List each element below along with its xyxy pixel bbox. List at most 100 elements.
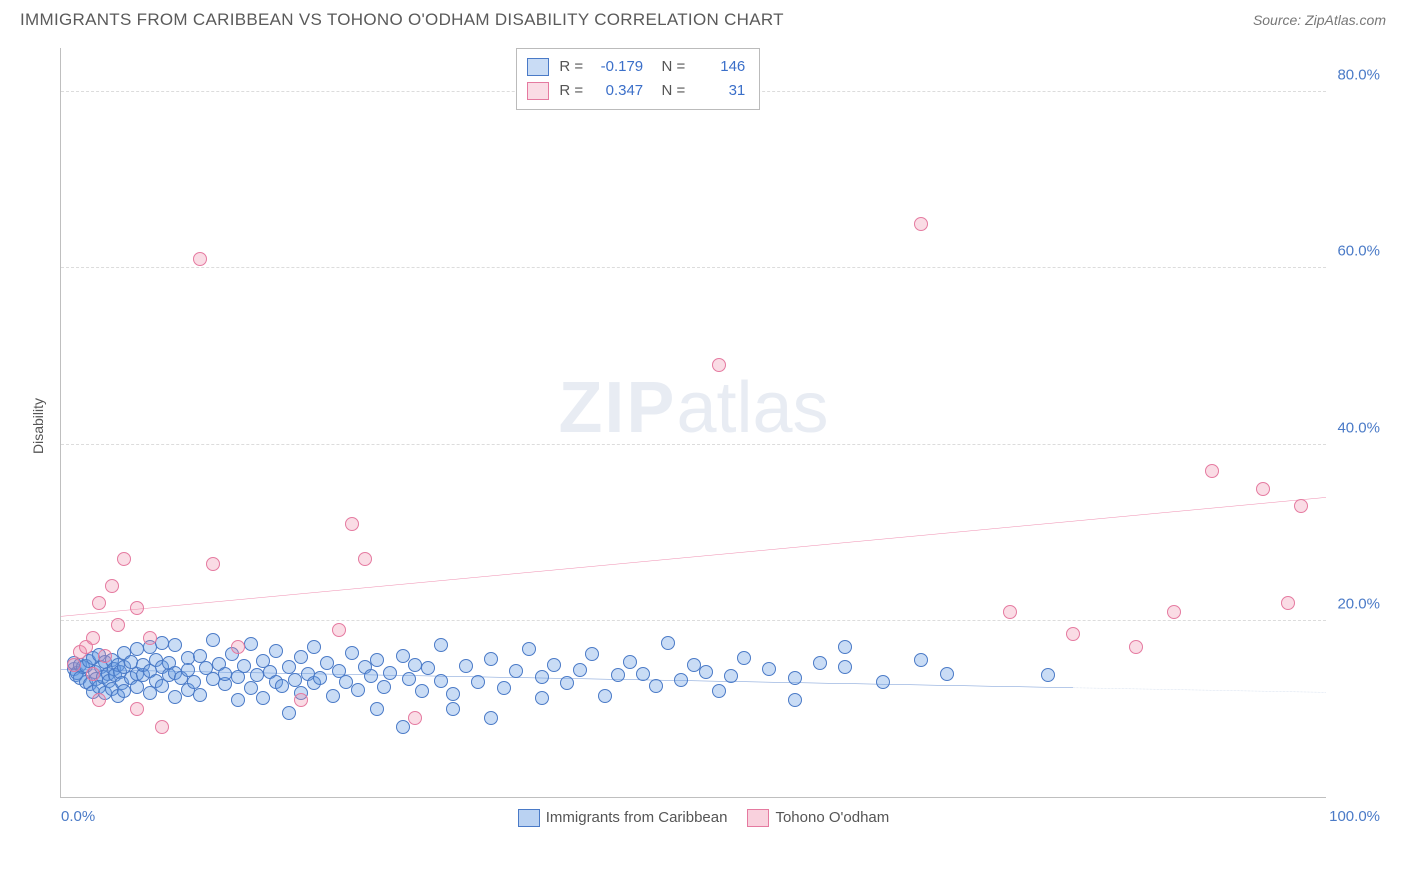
- data-point: [231, 640, 245, 654]
- trend-line: [61, 497, 1326, 616]
- data-point: [535, 691, 549, 705]
- legend-stat-row: R = 0.347 N = 31: [527, 79, 745, 103]
- data-point: [712, 684, 726, 698]
- data-point: [762, 662, 776, 676]
- data-point: [434, 638, 448, 652]
- data-point: [244, 637, 258, 651]
- data-point: [535, 670, 549, 684]
- y-tick-label: 60.0%: [1337, 243, 1380, 260]
- data-point: [358, 552, 372, 566]
- data-point: [143, 631, 157, 645]
- data-point: [876, 675, 890, 689]
- data-point: [155, 720, 169, 734]
- data-point: [98, 649, 112, 663]
- data-point: [67, 658, 81, 672]
- data-point: [92, 693, 106, 707]
- data-point: [813, 656, 827, 670]
- n-label: N =: [653, 55, 685, 79]
- data-point: [370, 702, 384, 716]
- data-point: [1066, 627, 1080, 641]
- data-point: [244, 681, 258, 695]
- data-point: [547, 658, 561, 672]
- data-point: [294, 650, 308, 664]
- x-tick-label: 100.0%: [1329, 808, 1380, 825]
- data-point: [345, 517, 359, 531]
- data-point: [231, 693, 245, 707]
- data-point: [402, 672, 416, 686]
- data-point: [256, 691, 270, 705]
- data-point: [206, 633, 220, 647]
- data-point: [105, 579, 119, 593]
- legend-label: Tohono O'odham: [775, 809, 889, 826]
- data-point: [313, 671, 327, 685]
- trend-line-extrapolated: [1073, 688, 1326, 693]
- data-point: [206, 557, 220, 571]
- data-point: [383, 666, 397, 680]
- legend-label: Immigrants from Caribbean: [546, 809, 728, 826]
- n-value: 146: [695, 55, 745, 79]
- data-point: [111, 618, 125, 632]
- data-point: [1041, 668, 1055, 682]
- data-point: [573, 663, 587, 677]
- n-label: N =: [653, 79, 685, 103]
- data-point: [1205, 464, 1219, 478]
- data-point: [320, 656, 334, 670]
- data-point: [143, 686, 157, 700]
- data-point: [509, 664, 523, 678]
- data-point: [168, 690, 182, 704]
- y-tick-label: 40.0%: [1337, 419, 1380, 436]
- data-point: [408, 711, 422, 725]
- data-point: [712, 358, 726, 372]
- data-point: [307, 640, 321, 654]
- data-point: [339, 675, 353, 689]
- data-point: [117, 552, 131, 566]
- r-value: -0.179: [593, 55, 643, 79]
- data-point: [459, 659, 473, 673]
- r-value: 0.347: [593, 79, 643, 103]
- data-point: [86, 667, 100, 681]
- data-point: [838, 660, 852, 674]
- data-point: [86, 631, 100, 645]
- legend-swatch: [747, 809, 769, 827]
- data-point: [940, 667, 954, 681]
- data-point: [377, 680, 391, 694]
- chart-header: IMMIGRANTS FROM CARIBBEAN VS TOHONO O'OD…: [0, 0, 1406, 38]
- data-point: [611, 668, 625, 682]
- x-tick-label: 0.0%: [61, 808, 95, 825]
- data-point: [674, 673, 688, 687]
- data-point: [737, 651, 751, 665]
- data-point: [168, 638, 182, 652]
- legend-swatch: [527, 82, 549, 100]
- data-point: [193, 688, 207, 702]
- data-point: [345, 646, 359, 660]
- data-point: [471, 675, 485, 689]
- correlation-legend: R = -0.179 N = 146R = 0.347 N = 31: [516, 48, 760, 110]
- data-point: [1003, 605, 1017, 619]
- data-point: [497, 681, 511, 695]
- data-point: [1256, 482, 1270, 496]
- data-point: [396, 649, 410, 663]
- data-point: [130, 601, 144, 615]
- data-point: [522, 642, 536, 656]
- data-point: [1294, 499, 1308, 513]
- data-point: [598, 689, 612, 703]
- data-point: [914, 217, 928, 231]
- data-point: [92, 596, 106, 610]
- data-point: [661, 636, 675, 650]
- data-point: [1129, 640, 1143, 654]
- y-tick-label: 20.0%: [1337, 595, 1380, 612]
- data-point: [636, 667, 650, 681]
- y-tick-label: 80.0%: [1337, 67, 1380, 84]
- data-point: [326, 689, 340, 703]
- data-point: [1281, 596, 1295, 610]
- data-point: [294, 693, 308, 707]
- series-legend: Immigrants from Caribbean Tohono O'odham: [61, 809, 1326, 827]
- data-point: [788, 693, 802, 707]
- r-label: R =: [559, 55, 583, 79]
- data-point: [351, 683, 365, 697]
- data-point: [838, 640, 852, 654]
- data-point: [415, 684, 429, 698]
- data-point: [130, 702, 144, 716]
- data-point: [560, 676, 574, 690]
- data-point: [585, 647, 599, 661]
